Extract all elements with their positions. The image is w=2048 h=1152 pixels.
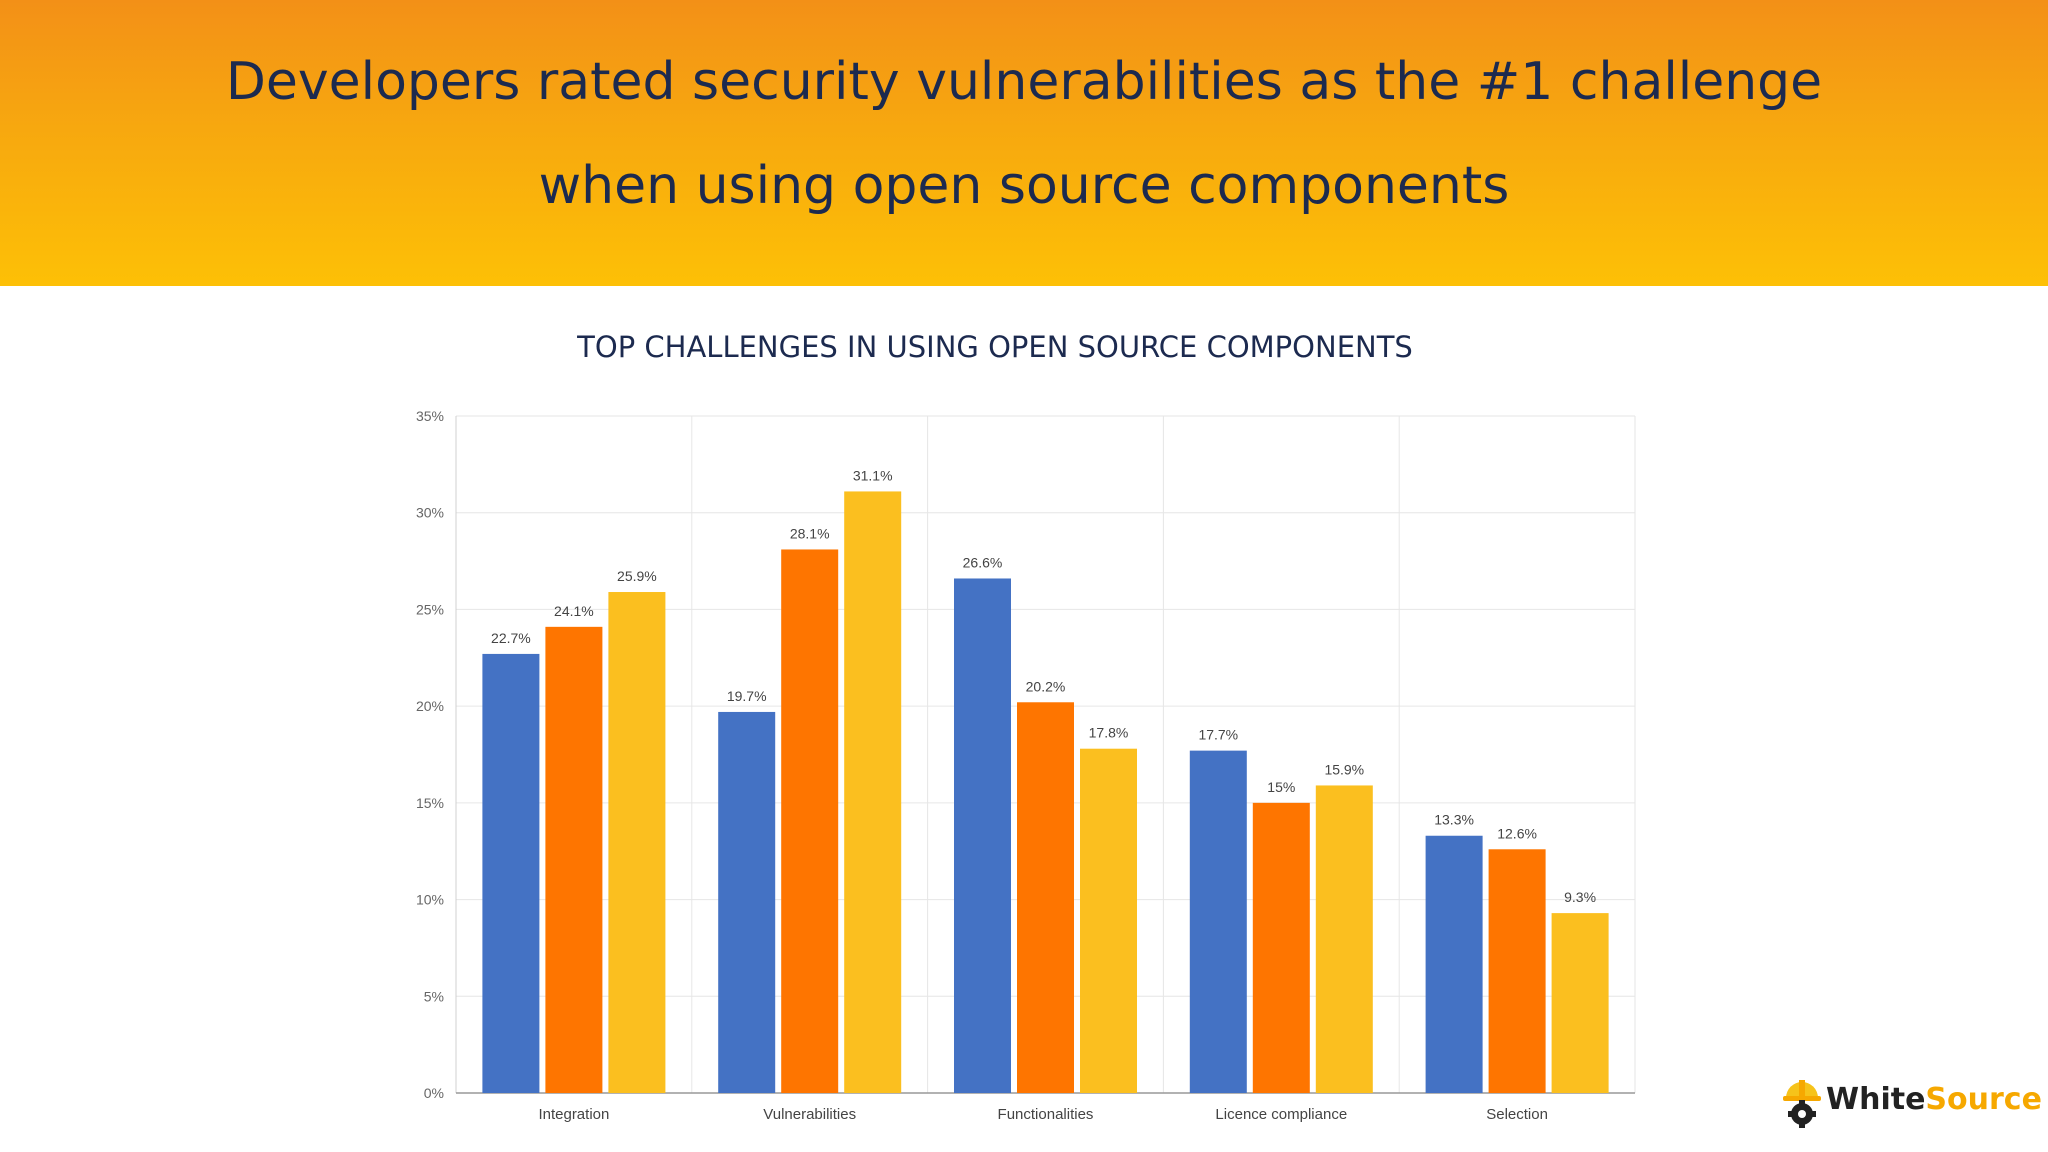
x-tick-label: Licence compliance: [1215, 1106, 1347, 1123]
bar: [482, 653, 540, 1093]
x-tick-label: Integration: [538, 1106, 609, 1123]
data-label: 12.6%: [1497, 825, 1537, 841]
data-label: 24.1%: [554, 603, 594, 619]
data-label: 28.1%: [790, 525, 830, 541]
data-label: 17.7%: [1198, 727, 1238, 743]
y-tick-label: 15%: [416, 795, 444, 811]
y-tick-label: 35%: [416, 408, 444, 424]
data-label: 26.6%: [963, 554, 1003, 570]
data-label: 19.7%: [727, 688, 767, 704]
hard-hat-gear-icon: [1783, 1080, 1821, 1128]
logo-wordmark: WhiteSource: [1826, 1082, 2042, 1117]
bar: [1315, 785, 1373, 1093]
data-label: 25.9%: [617, 568, 657, 584]
bar: [1551, 913, 1609, 1093]
y-tick-label: 25%: [416, 601, 444, 617]
data-label: 15%: [1267, 779, 1295, 795]
y-tick-label: 20%: [416, 698, 444, 714]
data-label: 20.2%: [1026, 678, 1066, 694]
y-tick-label: 5%: [424, 988, 444, 1004]
headline-line-1: Developers rated security vulnerabilitie…: [225, 52, 1823, 112]
bar: [1488, 849, 1546, 1093]
bar: [718, 711, 776, 1093]
data-label: 15.9%: [1324, 761, 1364, 777]
y-tick-label: 0%: [424, 1085, 444, 1101]
chart-title: TOP CHALLENGES IN USING OPEN SOURCE COMP…: [577, 330, 1413, 364]
bar: [1080, 748, 1137, 1093]
data-label: 17.8%: [1089, 725, 1129, 741]
x-tick-label: Selection: [1486, 1106, 1548, 1123]
logo-text-white: White: [1826, 1082, 1926, 1117]
bar: [608, 592, 666, 1093]
y-tick-label: 10%: [416, 892, 444, 908]
data-label: 31.1%: [853, 467, 893, 483]
whitesource-logo: WhiteSource: [1782, 1072, 2042, 1128]
bar: [781, 549, 839, 1093]
header-banner: Developers rated security vulnerabilitie…: [0, 0, 2048, 286]
y-tick-label: 30%: [416, 505, 444, 521]
data-label: 13.3%: [1434, 812, 1474, 828]
x-tick-label: Vulnerabilities: [763, 1106, 856, 1123]
bar: [1425, 835, 1483, 1093]
bar: [954, 578, 1011, 1093]
bar: [545, 626, 603, 1093]
logo-text-source: Source: [1925, 1082, 2042, 1117]
data-label: 9.3%: [1564, 889, 1596, 905]
bar: [1189, 750, 1247, 1093]
x-tick-label: Functionalities: [998, 1106, 1094, 1123]
bar: [1017, 702, 1074, 1093]
headline-line-2: when using open source components: [538, 156, 1510, 216]
bar: [1252, 802, 1310, 1093]
bar: [844, 491, 902, 1093]
data-label: 22.7%: [491, 630, 531, 646]
